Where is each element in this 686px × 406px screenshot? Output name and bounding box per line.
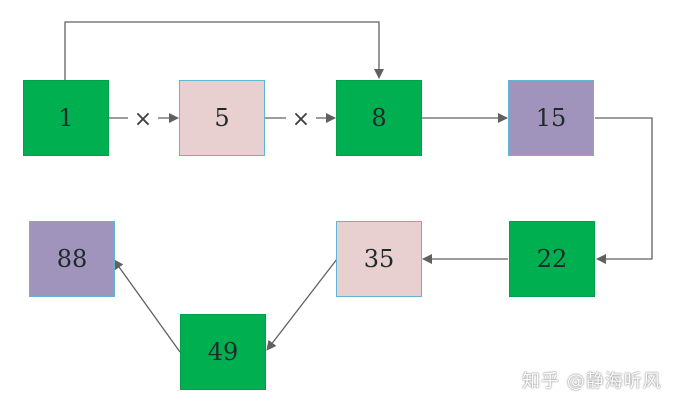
node-1-label: 1 (58, 104, 74, 132)
node-49-label: 49 (207, 338, 239, 366)
node-35: 35 (336, 221, 422, 297)
watermark: 知乎 @静海听风 (522, 371, 662, 392)
node-8-label: 8 (371, 104, 387, 132)
node-15: 15 (508, 80, 594, 156)
node-8: 8 (336, 80, 422, 156)
node-88: 88 (29, 221, 115, 297)
edge-1-to-8 (64, 21, 384, 80)
cross-mark-2: × (292, 107, 310, 132)
node-35-label: 35 (363, 245, 395, 273)
node-1: 1 (23, 80, 109, 156)
edge-35-to-49 (266, 258, 338, 351)
node-49: 49 (180, 314, 266, 390)
node-5: 5 (179, 80, 265, 156)
node-22: 22 (509, 221, 595, 297)
node-88-label: 88 (56, 245, 88, 273)
edge-15-to-22 (595, 117, 653, 264)
node-22-label: 22 (536, 245, 568, 273)
cross-mark-1: × (134, 107, 152, 132)
node-15-label: 15 (535, 104, 567, 132)
node-5-label: 5 (214, 104, 230, 132)
edge-49-to-88 (113, 259, 181, 353)
